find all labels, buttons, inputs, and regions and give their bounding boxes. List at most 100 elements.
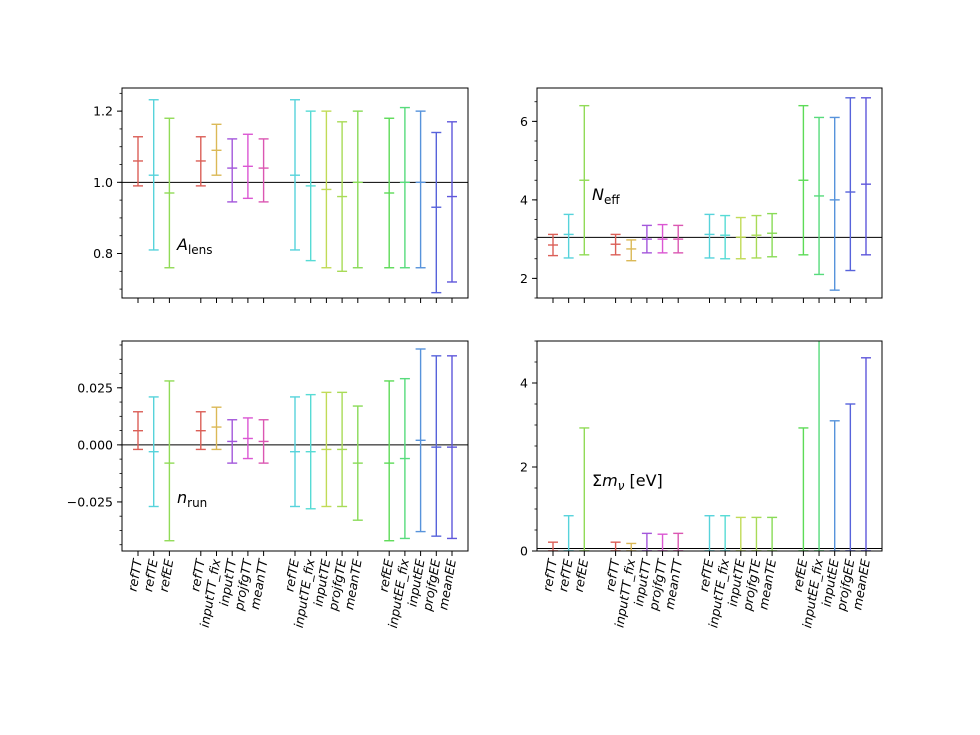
errorbar-refEE xyxy=(384,117,395,269)
errorbar-projfgTT xyxy=(242,417,253,460)
errorbar-refTT xyxy=(548,541,558,551)
x-tick-label: refTT xyxy=(540,557,561,593)
errorbar-refEE xyxy=(164,117,175,269)
errorbar-refTT xyxy=(610,541,621,551)
errorbar-projfgTE xyxy=(337,391,348,508)
errorbar-inputTT_fix xyxy=(626,542,637,551)
errorbar-refEE xyxy=(164,380,175,542)
panel-label: Alens xyxy=(176,235,213,257)
y-tick-label: 0.025 xyxy=(77,380,113,395)
errorbars xyxy=(133,99,457,294)
errorbar-refTE xyxy=(148,99,159,251)
y-tick-label: 2 xyxy=(520,460,528,475)
errorbar-projfgTE xyxy=(337,121,348,273)
x-tick-label: refTT xyxy=(602,557,623,593)
x-tick-label: refTE xyxy=(555,558,575,593)
y-tick-label: 1.0 xyxy=(93,175,113,190)
errorbar-inputTT_fix xyxy=(211,406,222,451)
panel-neff: 2 4 6 Neff xyxy=(520,87,883,303)
errorbar-refEE xyxy=(384,380,395,542)
y-tick-label: 6 xyxy=(520,114,528,129)
errorbar-meanTE xyxy=(767,212,778,258)
errorbar-meanTE xyxy=(352,405,363,521)
panel-alens: 0.8 1.0 1.2 Alens xyxy=(93,87,469,303)
errorbar-meanEE xyxy=(861,357,871,551)
y-tick-label: 0.000 xyxy=(77,437,113,452)
errorbar-projfgEE xyxy=(431,355,442,537)
x-tick-label: refTT xyxy=(125,557,146,593)
errorbar-inputTE xyxy=(735,516,746,551)
errorbar-inputTT_fix xyxy=(626,239,637,262)
errorbar-meanEE xyxy=(447,355,457,540)
errorbar-inputEE_fix xyxy=(814,116,825,276)
errorbar-inputEE xyxy=(415,110,426,269)
errorbar-refTE xyxy=(704,515,715,551)
errorbar-refEE xyxy=(579,104,590,256)
errorbar-refTT xyxy=(133,136,143,187)
errorbars xyxy=(548,341,871,551)
y-tick-label: 1.2 xyxy=(93,104,113,119)
errorbar-inputTE_fix xyxy=(720,515,731,551)
errorbar-inputTE xyxy=(735,216,746,260)
errorbar-inputEE xyxy=(829,420,840,551)
errorbar-refTE xyxy=(704,213,715,259)
errorbar-projfgEE xyxy=(431,131,442,294)
errorbar-inputTE_fix xyxy=(305,110,316,262)
errorbar-projfgTE xyxy=(751,214,762,259)
errorbar-meanEE xyxy=(861,97,871,256)
errorbar-refEE xyxy=(798,427,809,551)
errorbar-refTE xyxy=(148,396,159,508)
x-tick-label: refEE xyxy=(571,558,592,593)
x-tick-label: refEE xyxy=(156,558,177,593)
errorbar-projfgEE xyxy=(845,403,856,551)
y-tick-label: 0.8 xyxy=(93,246,113,261)
errorbar-inputTE_fix xyxy=(720,214,731,260)
errorbar-projfgTE xyxy=(751,516,762,551)
errorbar-inputTT xyxy=(227,138,238,203)
x-tick-label: refTE xyxy=(696,558,716,593)
errorbars xyxy=(548,97,871,291)
errorbar-inputEE_fix xyxy=(814,341,825,551)
errorbar-meanTT xyxy=(673,224,684,254)
errorbar-refEE xyxy=(798,104,809,256)
y-tick-label: 0 xyxy=(520,544,528,559)
errorbar-projfgTT xyxy=(657,533,668,551)
panel-label: Σmν [eV] xyxy=(592,471,663,493)
errorbar-refTE xyxy=(290,99,300,251)
y-tick-label: 4 xyxy=(520,376,528,391)
y-tick-label: 4 xyxy=(520,192,528,207)
x-tick-label: refTE xyxy=(281,558,301,593)
x-tick-label: refEE xyxy=(376,558,397,593)
errorbar-refTE xyxy=(563,213,574,259)
x-tick-label: refTE xyxy=(140,558,160,593)
errorbar-inputEE xyxy=(829,116,840,291)
errorbar-inputTT xyxy=(227,419,238,464)
errorbar-refEE xyxy=(579,427,590,551)
errorbar-inputEE xyxy=(415,348,426,533)
errorbar-meanTT xyxy=(673,532,684,551)
errorbars xyxy=(133,348,457,542)
errorbar-inputTE_fix xyxy=(305,393,316,510)
errorbar-meanTT xyxy=(258,419,269,464)
errorbar-inputTT_fix xyxy=(211,123,222,176)
errorbar-refTT xyxy=(195,136,206,187)
panels: 0.8 1.0 1.2 Alens 2 4 6 Neff −0.025 0.000 0.025 ref… xyxy=(67,87,883,629)
x-tick-label: refEE xyxy=(790,558,811,593)
errorbar-refTT xyxy=(133,411,143,451)
errorbar-inputTT xyxy=(641,532,652,551)
errorbar-inputTE xyxy=(321,391,332,508)
errorbar-inputEE_fix xyxy=(399,377,410,540)
panel-label: Neff xyxy=(592,185,620,207)
errorbar-refTE xyxy=(563,515,574,551)
x-tick-label: refTT xyxy=(187,557,208,593)
errorbar-projfgTT xyxy=(657,223,668,254)
y-tick-label: −0.025 xyxy=(67,494,113,509)
panel-label: nrun xyxy=(177,488,207,510)
errorbar-projfgTT xyxy=(242,133,253,200)
errorbar-meanTT xyxy=(258,138,269,203)
errorbar-refTT xyxy=(548,233,558,257)
errorbar-projfgEE xyxy=(845,97,856,272)
